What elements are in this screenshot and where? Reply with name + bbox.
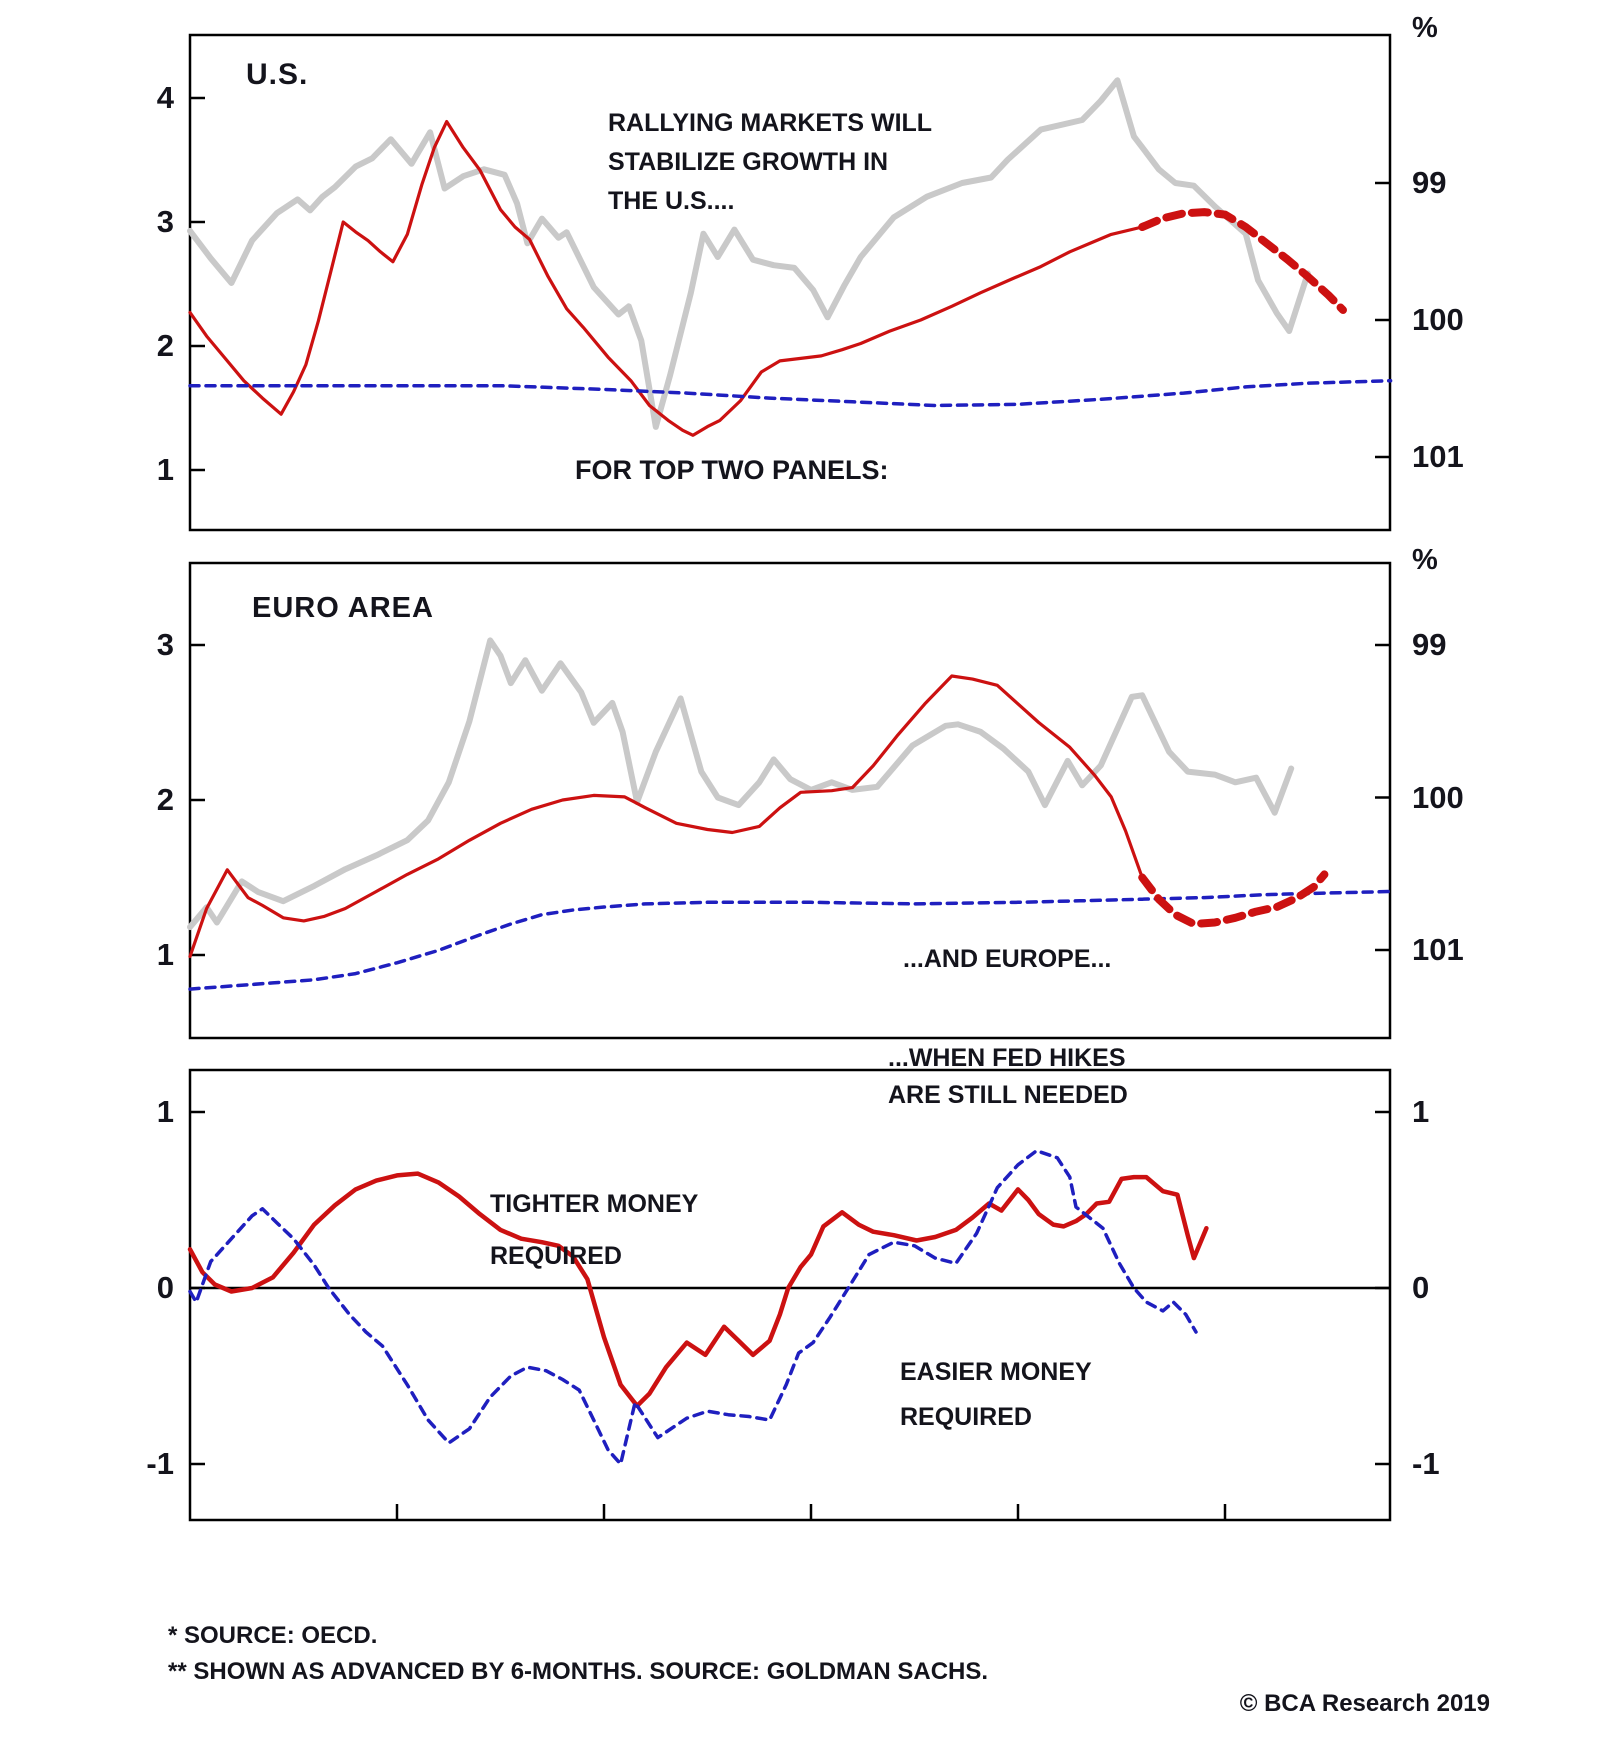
series-monitor-bca-fed-monitor	[187, 1171, 1209, 1409]
series-us-potential-gdp-growth-ls-	[188, 378, 1393, 408]
legend-top: FOR TOP TWO PANELS:	[575, 450, 889, 490]
axis-label-left-us-2: 2	[156, 328, 174, 363]
footnote-oecd: * SOURCE: OECD.	[168, 1622, 378, 1649]
axis-label-right-euro-99: 99	[1412, 627, 1447, 662]
axis-label-right-monitor--1: -1	[1412, 1446, 1440, 1481]
axis-unit-percent-us: %	[1412, 12, 1438, 44]
annotation-easier-money: EASIER MONEY REQUIRED	[900, 1358, 1092, 1431]
axis-label-left-us-4: 4	[156, 80, 174, 115]
axis-label-right-monitor-0: 0	[1412, 1270, 1430, 1305]
axis-label-left-euro-2: 2	[156, 782, 174, 817]
panel-box-us	[188, 33, 1392, 532]
axis-label-right-us-101: 101	[1412, 439, 1464, 474]
panel-box-monitor	[188, 1068, 1392, 1522]
annotation-tighter-money: TIGHTER MONEY REQUIRED	[490, 1190, 699, 1270]
axis-label-right-euro-101: 101	[1412, 932, 1464, 967]
axis-unit-percent-euro: %	[1412, 544, 1438, 576]
series-euro-financial-conditions-index-inv-rs-	[187, 637, 1295, 931]
axis-label-right-us-100: 100	[1412, 302, 1464, 337]
series-euro-bloomberg-forecasts-ls-	[1138, 870, 1329, 928]
panel-title-euro: EURO AREA	[252, 592, 434, 624]
axis-label-left-monitor-0: 0	[156, 1270, 174, 1305]
series-euro-potential-gdp-growth-ls-	[188, 889, 1393, 991]
series-monitor-bca-ecb-monitor	[188, 1148, 1198, 1466]
copyright-bca: © BCA Research 2019	[1239, 1690, 1490, 1717]
axis-label-left-monitor--1: -1	[146, 1446, 174, 1481]
series-us-real-gdp-growth-ls-	[188, 120, 1144, 437]
series-us-bloomberg-forecasts-ls-	[1138, 208, 1347, 314]
series-euro-real-gdp-growth-ls-	[188, 674, 1144, 959]
legend-top-header: FOR TOP TWO PANELS:	[575, 454, 889, 485]
axis-label-right-us-99: 99	[1412, 165, 1447, 200]
annotation-us-rallying: RALLYING MARKETS WILL STABILIZE GROWTH I…	[608, 109, 933, 215]
footnote-goldman: ** SHOWN AS ADVANCED BY 6-MONTHS. SOURCE…	[168, 1658, 989, 1685]
annotation-fed-hikes: ...WHEN FED HIKES ARE STILL NEEDED	[888, 1044, 1128, 1109]
annotation-and-europe: ...AND EUROPE...	[903, 945, 1112, 973]
axis-label-right-monitor-1: 1	[1412, 1094, 1430, 1129]
axis-label-left-us-3: 3	[156, 204, 174, 239]
axis-label-left-euro-1: 1	[156, 937, 174, 972]
axis-label-left-us-1: 1	[156, 452, 174, 487]
series-us-financial-conditions-index-inv-rs-	[187, 77, 1311, 430]
axis-label-left-monitor-1: 1	[156, 1094, 174, 1129]
panel-title-us: U.S.	[246, 58, 309, 91]
axis-label-right-euro-100: 100	[1412, 779, 1464, 815]
axis-label-left-euro-3: 3	[156, 627, 174, 662]
